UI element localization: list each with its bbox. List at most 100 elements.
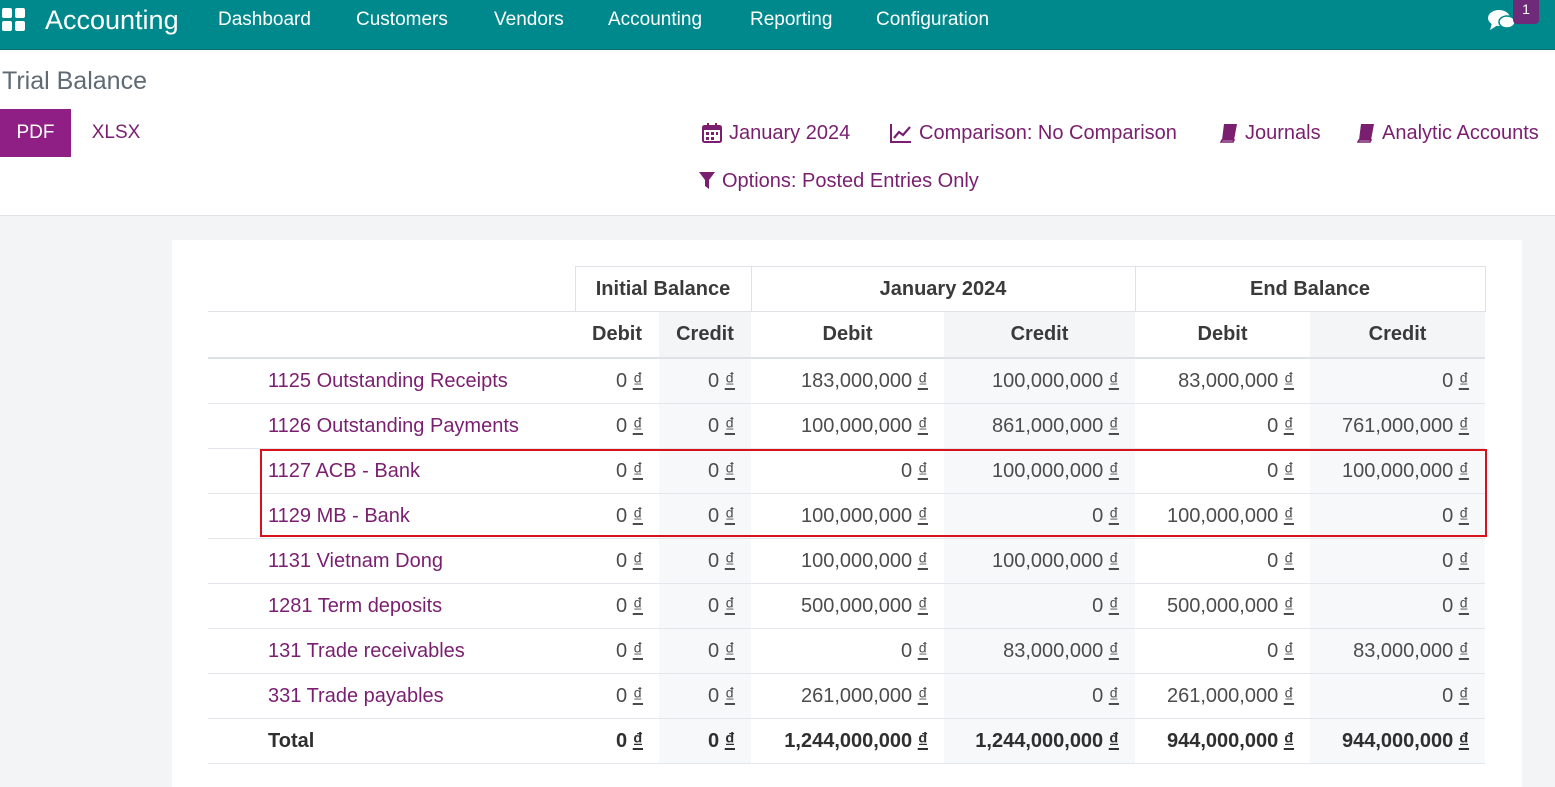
account-link[interactable]: 331 Trade payables — [208, 673, 575, 719]
currency-symbol: ₫ — [724, 459, 735, 482]
options-filter-label: Options: Posted Entries Only — [722, 170, 979, 192]
debit-cell: 0 ₫ — [575, 358, 659, 404]
currency-symbol: ₫ — [1458, 594, 1470, 617]
currency-symbol: ₫ — [1458, 369, 1470, 392]
pdf-button[interactable]: PDF — [0, 109, 71, 157]
amount-value: 0 ₫ — [1267, 639, 1295, 662]
currency-symbol: ₫ — [917, 594, 928, 617]
credit-cell: 0 ₫ — [1310, 358, 1486, 404]
amount-value: 1,244,000,000 ₫ — [975, 729, 1120, 752]
credit-cell: 100,000,000 ₫ — [944, 538, 1136, 584]
menu-customers[interactable]: Customers — [356, 9, 448, 30]
debit-cell: 1,244,000,000 ₫ — [751, 718, 944, 764]
xlsx-button[interactable]: XLSX — [80, 109, 152, 157]
credit-cell: 0 ₫ — [1310, 673, 1486, 719]
calendar-icon — [702, 123, 722, 143]
subheader-debit: Debit — [575, 311, 659, 359]
apps-grid-icon[interactable] — [2, 8, 26, 32]
menu-accounting[interactable]: Accounting — [608, 9, 703, 30]
amount-value: 0 ₫ — [708, 594, 735, 617]
comparison-filter[interactable]: Comparison: No Comparison — [890, 121, 1177, 145]
group-header-initial-balance: Initial Balance — [574, 266, 752, 312]
journals-filter[interactable]: Journals — [1220, 121, 1321, 145]
amount-value: 500,000,000 ₫ — [1166, 594, 1295, 617]
date-filter[interactable]: January 2024 — [702, 121, 850, 145]
amount-value: 0 ₫ — [708, 369, 735, 392]
subheader-credit: Credit — [944, 311, 1136, 359]
amount-value: 0 ₫ — [1092, 594, 1120, 617]
debit-cell: 0 ₫ — [575, 673, 659, 719]
currency-symbol: ₫ — [1458, 504, 1470, 527]
amount-value: 83,000,000 ₫ — [1353, 639, 1470, 662]
debit-cell: 0 ₫ — [575, 403, 659, 449]
debit-cell: 261,000,000 ₫ — [751, 673, 944, 719]
table-row: 1129 MB - Bank 0 ₫ 0 ₫ 100,000,000 ₫ 0 ₫ 100,… — [208, 493, 1486, 539]
currency-symbol: ₫ — [1283, 684, 1295, 707]
currency-symbol: ₫ — [724, 414, 735, 437]
amount-value: 761,000,000 ₫ — [1341, 414, 1470, 437]
currency-symbol: ₫ — [724, 549, 735, 572]
amount-value: 944,000,000 ₫ — [1166, 729, 1295, 752]
currency-symbol: ₫ — [1283, 414, 1295, 437]
amount-value: 0 ₫ — [616, 414, 643, 437]
table-row: 1127 ACB - Bank 0 ₫ 0 ₫ 0 ₫ 100,000,000 ₫ 0 ₫… — [208, 448, 1486, 494]
menu-vendors[interactable]: Vendors — [494, 9, 564, 30]
currency-symbol: ₫ — [1108, 504, 1120, 527]
debit-cell: 0 ₫ — [575, 628, 659, 674]
amount-value: 0 ₫ — [616, 504, 643, 527]
amount-value: 0 ₫ — [1442, 594, 1470, 617]
account-link[interactable]: 1281 Term deposits — [208, 583, 575, 629]
account-link[interactable]: 1126 Outstanding Payments — [208, 403, 575, 449]
amount-value: 100,000,000 ₫ — [800, 414, 928, 437]
debit-cell: 100,000,000 ₫ — [751, 403, 944, 449]
table-row: 1125 Outstanding Receipts 0 ₫ 0 ₫ 183,000,0… — [208, 358, 1486, 404]
credit-cell: 0 ₫ — [659, 583, 751, 629]
currency-symbol: ₫ — [632, 729, 643, 752]
currency-symbol: ₫ — [1283, 729, 1295, 752]
amount-value: 0 ₫ — [616, 369, 643, 392]
account-link[interactable]: 131 Trade receivables — [208, 628, 575, 674]
amount-value: 100,000,000 ₫ — [1341, 459, 1470, 482]
account-link[interactable]: 1129 MB - Bank — [208, 493, 575, 539]
credit-cell: 0 ₫ — [659, 358, 751, 404]
amount-value: 0 ₫ — [708, 549, 735, 572]
app-brand[interactable]: Accounting — [45, 5, 179, 35]
currency-symbol: ₫ — [1283, 459, 1295, 482]
filter-icon — [699, 172, 715, 189]
amount-value: 0 ₫ — [901, 459, 928, 482]
credit-cell: 0 ₫ — [944, 673, 1136, 719]
credit-cell: 0 ₫ — [659, 673, 751, 719]
account-link[interactable]: 1127 ACB - Bank — [208, 448, 575, 494]
credit-cell: 83,000,000 ₫ — [1310, 628, 1486, 674]
currency-symbol: ₫ — [1283, 594, 1295, 617]
analytic-accounts-filter-label: Analytic Accounts — [1382, 122, 1539, 144]
menu-dashboard[interactable]: Dashboard — [218, 9, 311, 30]
amount-value: 0 ₫ — [616, 549, 643, 572]
amount-value: 0 ₫ — [1442, 549, 1470, 572]
amount-value: 0 ₫ — [616, 729, 643, 752]
amount-value: 0 ₫ — [1092, 684, 1120, 707]
amount-value: 0 ₫ — [901, 639, 928, 662]
currency-symbol: ₫ — [632, 414, 643, 437]
report-body: 1125 Outstanding Receipts 0 ₫ 0 ₫ 183,000,0… — [208, 358, 1486, 764]
account-link[interactable]: 1125 Outstanding Receipts — [208, 358, 575, 404]
control-panel-divider — [0, 215, 1555, 216]
amount-value: 1,244,000,000 ₫ — [784, 729, 928, 752]
debit-cell: 100,000,000 ₫ — [1135, 493, 1311, 539]
subheader-debit: Debit — [751, 311, 944, 359]
amount-value: 0 ₫ — [1442, 369, 1470, 392]
analytic-accounts-filter[interactable]: Analytic Accounts — [1357, 121, 1539, 145]
menu-reporting[interactable]: Reporting — [750, 9, 833, 30]
menu-configuration[interactable]: Configuration — [876, 9, 990, 30]
credit-cell: 0 ₫ — [1310, 538, 1486, 584]
credit-cell: 861,000,000 ₫ — [944, 403, 1136, 449]
currency-symbol: ₫ — [632, 504, 643, 527]
header-spacer — [208, 311, 575, 359]
options-filter[interactable]: Options: Posted Entries Only — [699, 169, 979, 193]
account-link[interactable]: 1131 Vietnam Dong — [208, 538, 575, 584]
currency-symbol: ₫ — [917, 459, 928, 482]
message-count-badge: 1 — [1513, 0, 1539, 24]
amount-value: 0 ₫ — [708, 414, 735, 437]
amount-value: 0 ₫ — [708, 684, 735, 707]
currency-symbol: ₫ — [724, 729, 735, 752]
